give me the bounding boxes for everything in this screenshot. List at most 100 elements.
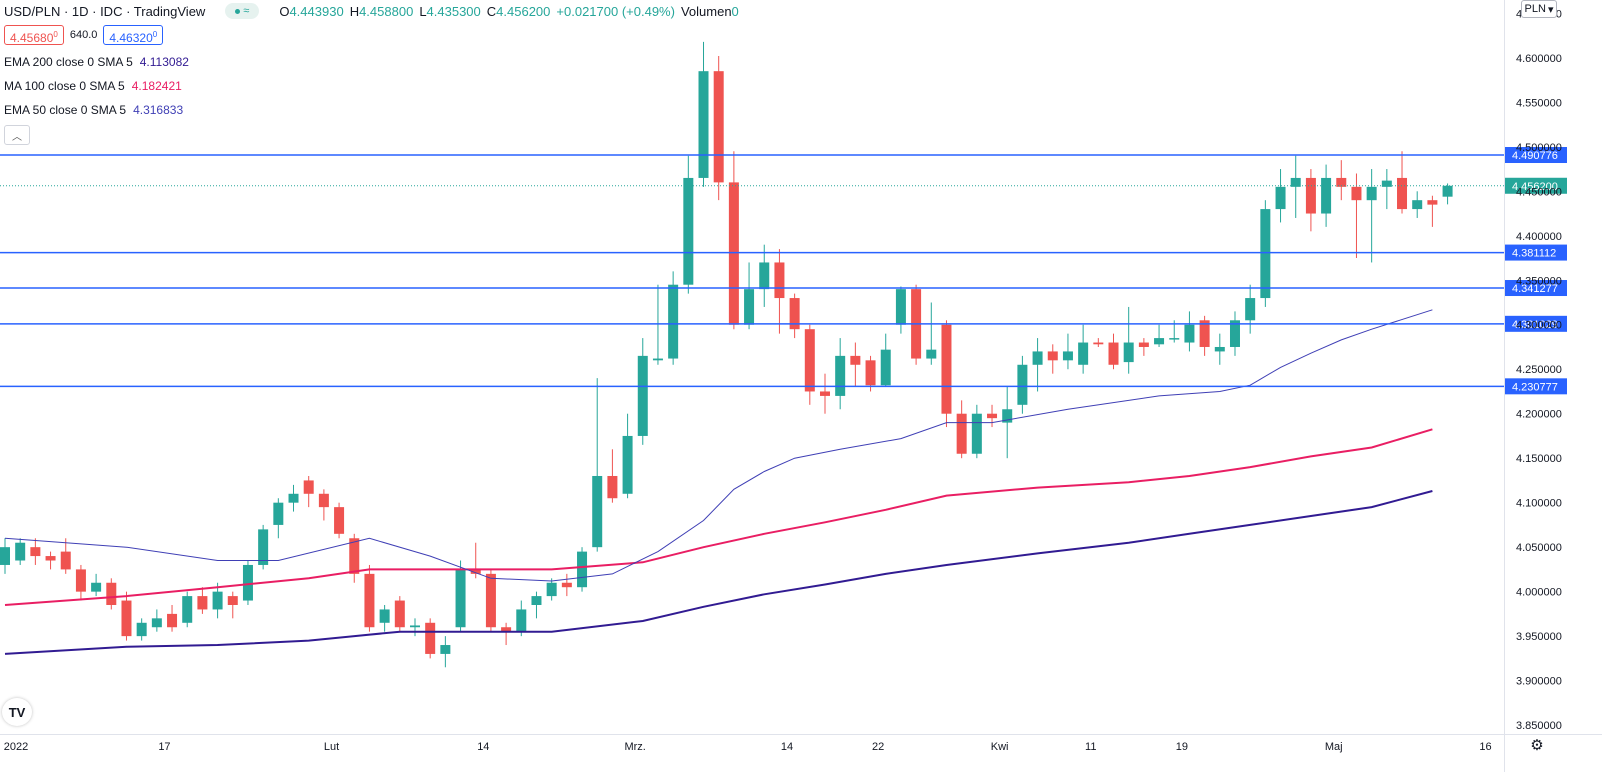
candle-body[interactable]	[607, 475, 618, 499]
candle-body[interactable]	[91, 582, 102, 592]
candle-body[interactable]	[364, 573, 375, 628]
tradingview-logo[interactable]: TV	[2, 698, 32, 726]
ema50-line[interactable]	[4, 309, 1433, 582]
candle-body[interactable]	[804, 329, 815, 392]
candle-body[interactable]	[941, 324, 952, 414]
candle-body[interactable]	[75, 569, 86, 592]
gear-icon[interactable]: ⚙	[1530, 737, 1544, 754]
candle-body[interactable]	[106, 582, 117, 605]
candle-body[interactable]	[485, 573, 496, 628]
candle-body[interactable]	[1123, 342, 1134, 363]
indicator-ema200[interactable]: EMA 200 close 0 SMA 5 4.113082	[4, 55, 189, 69]
candle-body[interactable]	[1397, 177, 1408, 210]
candle-body[interactable]	[622, 435, 633, 494]
ema200-line[interactable]	[4, 490, 1433, 655]
candle-body[interactable]	[349, 538, 360, 574]
candle-body[interactable]	[1366, 186, 1377, 201]
candle-body[interactable]	[1412, 200, 1423, 210]
candle-body[interactable]	[1169, 338, 1180, 340]
candle-body[interactable]	[865, 360, 876, 386]
candle-body[interactable]	[1199, 320, 1210, 347]
candle-body[interactable]	[987, 413, 998, 419]
candle-body[interactable]	[637, 355, 648, 436]
candle-body[interactable]	[850, 355, 861, 365]
candle-body[interactable]	[151, 618, 162, 628]
sell-price-button[interactable]: 4.456800	[4, 25, 64, 45]
candle-body[interactable]	[577, 551, 588, 588]
candle-body[interactable]	[288, 493, 299, 503]
candle-body[interactable]	[1032, 351, 1043, 365]
candle-body[interactable]	[561, 582, 572, 588]
candle-body[interactable]	[1381, 180, 1392, 187]
candle-body[interactable]	[242, 564, 253, 601]
candle-body[interactable]	[1138, 342, 1149, 347]
currency-button[interactable]: PLN ▾	[1521, 0, 1557, 18]
candle-body[interactable]	[303, 480, 314, 494]
candle-body[interactable]	[1078, 342, 1089, 365]
ma100-line[interactable]	[4, 428, 1433, 606]
candle-body[interactable]	[744, 289, 755, 325]
candle-body[interactable]	[1427, 200, 1438, 205]
candle-body[interactable]	[394, 600, 405, 628]
candle-body[interactable]	[1245, 298, 1256, 321]
candle-body[interactable]	[1442, 185, 1453, 197]
candle-body[interactable]	[698, 71, 709, 178]
candle-body[interactable]	[1321, 177, 1332, 214]
candle-body[interactable]	[1017, 364, 1028, 405]
candle-body[interactable]	[1047, 351, 1058, 361]
candle-body[interactable]	[1093, 342, 1104, 345]
chevron-up-icon[interactable]: ︿	[4, 125, 30, 145]
candle-body[interactable]	[0, 547, 10, 565]
candle-body[interactable]	[789, 298, 800, 330]
candle-body[interactable]	[379, 609, 390, 623]
candle-body[interactable]	[1275, 186, 1286, 210]
indicator-ema50[interactable]: EMA 50 close 0 SMA 5 4.316833	[4, 103, 184, 117]
candle-body[interactable]	[1229, 320, 1240, 347]
candle-body[interactable]	[318, 493, 329, 508]
candle-body[interactable]	[121, 600, 132, 637]
candle-body[interactable]	[592, 475, 603, 548]
candle-body[interactable]	[440, 645, 451, 654]
candle-body[interactable]	[1336, 177, 1347, 187]
candle-body[interactable]	[273, 502, 284, 525]
candle-body[interactable]	[334, 507, 345, 534]
candle-body[interactable]	[1154, 338, 1165, 345]
indicator-ma100[interactable]: MA 100 close 0 SMA 5 4.182421	[4, 79, 182, 93]
candle-body[interactable]	[425, 622, 436, 654]
candle-body[interactable]	[60, 551, 71, 570]
candle-body[interactable]	[880, 349, 891, 386]
candle-body[interactable]	[1290, 177, 1301, 187]
candle-body[interactable]	[182, 596, 193, 623]
candle-body[interactable]	[713, 71, 724, 183]
candle-body[interactable]	[167, 613, 178, 628]
candle-body[interactable]	[926, 349, 937, 359]
candle-body[interactable]	[1305, 177, 1316, 214]
candle-body[interactable]	[668, 284, 679, 359]
candle-body[interactable]	[212, 591, 223, 610]
candle-body[interactable]	[1260, 209, 1271, 299]
candle-body[interactable]	[1002, 409, 1013, 423]
candle-body[interactable]	[1108, 342, 1119, 365]
candle-body[interactable]	[1351, 186, 1362, 201]
candle-body[interactable]	[546, 582, 557, 597]
candle-body[interactable]	[819, 391, 830, 396]
candle-body[interactable]	[956, 413, 967, 454]
candle-body[interactable]	[652, 358, 663, 361]
candle-body[interactable]	[227, 596, 238, 605]
candle-body[interactable]	[258, 529, 269, 565]
candle-body[interactable]	[531, 596, 542, 605]
candle-body[interactable]	[136, 622, 147, 637]
candle-body[interactable]	[774, 262, 785, 299]
candle-body[interactable]	[835, 355, 846, 396]
candle-body[interactable]	[683, 177, 694, 285]
candle-body[interactable]	[501, 627, 512, 632]
candle-body[interactable]	[895, 289, 906, 325]
candle-body[interactable]	[470, 569, 481, 574]
candle-body[interactable]	[971, 413, 982, 454]
candle-body[interactable]	[45, 556, 56, 561]
candle-body[interactable]	[409, 625, 420, 628]
candle-body[interactable]	[455, 569, 466, 628]
symbol-title[interactable]: USD/PLN · 1D · IDC · TradingView	[4, 3, 206, 19]
candle-body[interactable]	[728, 182, 739, 325]
